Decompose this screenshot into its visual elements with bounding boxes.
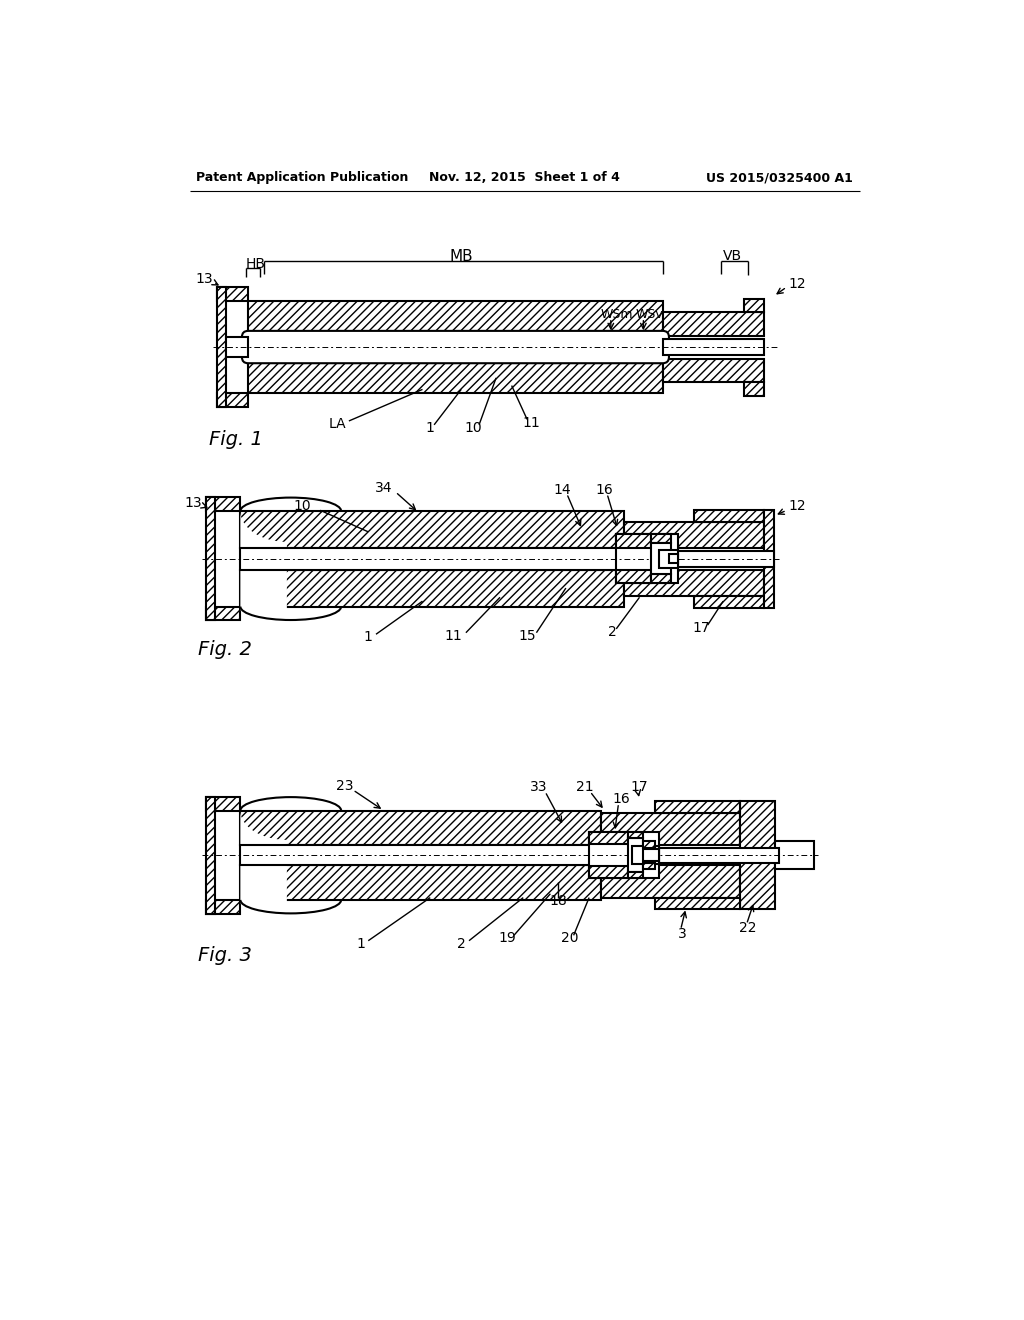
Polygon shape [241, 511, 624, 548]
Polygon shape [693, 510, 764, 521]
Bar [643, 849, 658, 862]
Text: LA: LA [329, 417, 346, 432]
Text: Fig. 3: Fig. 3 [198, 946, 252, 965]
Polygon shape [589, 866, 628, 878]
Text: WSv: WSv [636, 308, 664, 321]
Polygon shape [589, 832, 628, 845]
Text: 2: 2 [457, 937, 466, 950]
Text: 1: 1 [426, 421, 434, 434]
Text: 1: 1 [356, 937, 365, 950]
Polygon shape [241, 866, 287, 929]
Polygon shape [663, 313, 764, 335]
Polygon shape [651, 535, 671, 544]
Polygon shape [241, 570, 287, 638]
Text: 34: 34 [375, 480, 392, 495]
Text: 13: 13 [184, 495, 202, 510]
Text: 12: 12 [788, 499, 806, 513]
Bar [658, 549, 678, 568]
Polygon shape [206, 797, 241, 810]
Text: 17: 17 [631, 780, 648, 795]
Text: 20: 20 [561, 932, 579, 945]
Text: 33: 33 [530, 780, 548, 795]
Bar [241, 845, 601, 866]
Polygon shape [601, 813, 740, 845]
Text: 12: 12 [788, 277, 806, 290]
Text: 2: 2 [608, 624, 616, 639]
Text: Nov. 12, 2015  Sheet 1 of 4: Nov. 12, 2015 Sheet 1 of 4 [429, 172, 621, 185]
Polygon shape [241, 810, 287, 845]
Text: 14: 14 [553, 483, 570, 496]
Text: 18: 18 [549, 895, 567, 908]
Bar [601, 847, 779, 863]
Text: 13: 13 [196, 272, 213, 286]
Text: US 2015/0325400 A1: US 2015/0325400 A1 [706, 172, 853, 185]
Polygon shape [655, 801, 740, 813]
Text: 11: 11 [522, 416, 540, 429]
Polygon shape [206, 498, 241, 511]
Polygon shape [628, 832, 643, 838]
Bar [226, 337, 248, 358]
Polygon shape [655, 898, 740, 909]
Bar [669, 554, 678, 564]
Polygon shape [217, 286, 226, 407]
Text: 11: 11 [444, 628, 463, 643]
Polygon shape [206, 797, 215, 913]
Text: WSm: WSm [601, 308, 633, 321]
Polygon shape [616, 570, 651, 583]
Text: VB: VB [723, 249, 742, 263]
Polygon shape [241, 866, 601, 900]
Text: 22: 22 [739, 921, 757, 936]
Polygon shape [241, 810, 601, 845]
Bar [651, 544, 671, 574]
Polygon shape [217, 393, 248, 407]
Bar [643, 863, 655, 869]
Text: 3: 3 [678, 927, 686, 941]
Text: Fig. 2: Fig. 2 [198, 640, 252, 659]
Polygon shape [616, 535, 678, 583]
Polygon shape [744, 381, 764, 396]
Polygon shape [740, 801, 775, 909]
Polygon shape [764, 510, 774, 609]
Bar [628, 838, 643, 873]
Text: 23: 23 [336, 779, 353, 793]
Text: Patent Application Publication: Patent Application Publication [197, 172, 409, 185]
Polygon shape [693, 595, 764, 609]
Bar [624, 552, 774, 566]
Polygon shape [241, 570, 624, 607]
Polygon shape [248, 359, 663, 393]
Bar [241, 548, 624, 570]
Text: HB: HB [246, 257, 266, 271]
Polygon shape [217, 286, 248, 301]
Polygon shape [248, 301, 663, 335]
Text: 1: 1 [364, 631, 373, 644]
FancyBboxPatch shape [242, 331, 669, 363]
Polygon shape [628, 873, 643, 878]
Text: 21: 21 [577, 780, 594, 795]
Text: Fig. 1: Fig. 1 [209, 430, 263, 449]
Text: 19: 19 [499, 932, 517, 945]
Text: 10: 10 [294, 499, 311, 513]
Bar [632, 846, 658, 865]
Bar [775, 841, 814, 869]
Text: MB: MB [450, 248, 473, 264]
Bar [643, 841, 655, 847]
Polygon shape [206, 900, 241, 913]
Polygon shape [206, 498, 215, 620]
Polygon shape [663, 359, 764, 381]
Text: 16: 16 [612, 792, 630, 807]
Polygon shape [624, 521, 764, 548]
Text: 10: 10 [464, 421, 481, 434]
Polygon shape [651, 574, 671, 583]
Polygon shape [206, 607, 241, 620]
Text: 15: 15 [518, 628, 536, 643]
Polygon shape [241, 511, 287, 548]
Polygon shape [616, 535, 651, 548]
Text: 17: 17 [692, 622, 711, 635]
Text: 16: 16 [596, 483, 613, 496]
Bar [663, 339, 764, 355]
Polygon shape [601, 866, 740, 898]
Polygon shape [589, 832, 658, 878]
Polygon shape [744, 298, 764, 313]
Polygon shape [624, 570, 764, 595]
